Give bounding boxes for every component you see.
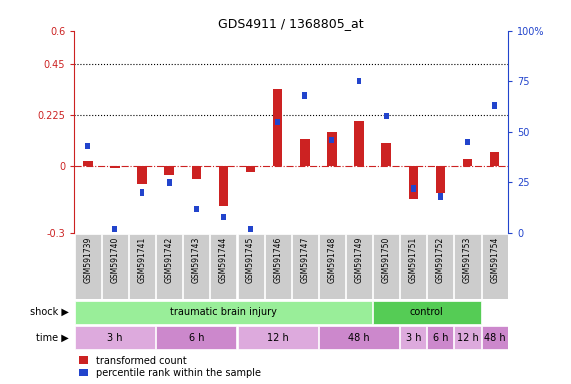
FancyBboxPatch shape	[238, 234, 264, 299]
Text: GSM591744: GSM591744	[219, 236, 228, 283]
Bar	[248, 226, 253, 232]
FancyBboxPatch shape	[238, 326, 318, 349]
FancyBboxPatch shape	[292, 234, 318, 299]
FancyBboxPatch shape	[319, 326, 399, 349]
Text: GSM591751: GSM591751	[409, 236, 418, 283]
Bar	[194, 205, 199, 212]
Bar	[463, 159, 472, 166]
Text: GSM591748: GSM591748	[327, 236, 336, 283]
Text: time ▶: time ▶	[36, 333, 69, 343]
Bar	[112, 226, 118, 232]
Bar	[191, 166, 201, 179]
Text: 6 h: 6 h	[433, 333, 448, 343]
Bar	[436, 166, 445, 192]
FancyBboxPatch shape	[400, 234, 427, 299]
Text: GSM591742: GSM591742	[164, 236, 174, 283]
Text: 3 h: 3 h	[107, 333, 123, 343]
Bar	[219, 166, 228, 206]
Title: GDS4911 / 1368805_at: GDS4911 / 1368805_at	[218, 17, 364, 30]
Text: GSM591739: GSM591739	[83, 236, 93, 283]
Text: traumatic brain injury: traumatic brain injury	[170, 307, 277, 317]
Bar	[167, 179, 172, 185]
Text: shock ▶: shock ▶	[30, 307, 69, 317]
Bar	[273, 89, 283, 166]
Bar	[411, 185, 416, 192]
FancyBboxPatch shape	[264, 234, 291, 299]
Bar	[110, 166, 120, 168]
FancyBboxPatch shape	[75, 234, 101, 299]
Text: GSM591746: GSM591746	[273, 236, 282, 283]
FancyBboxPatch shape	[102, 234, 128, 299]
FancyBboxPatch shape	[455, 326, 481, 349]
FancyBboxPatch shape	[319, 234, 345, 299]
FancyBboxPatch shape	[427, 234, 453, 299]
Text: GSM591740: GSM591740	[110, 236, 119, 283]
Bar	[490, 152, 500, 166]
Text: 6 h: 6 h	[188, 333, 204, 343]
Bar	[327, 132, 337, 166]
Bar	[408, 166, 418, 199]
Bar	[83, 161, 93, 166]
FancyBboxPatch shape	[373, 301, 481, 324]
FancyBboxPatch shape	[156, 326, 236, 349]
Text: GSM591741: GSM591741	[138, 236, 147, 283]
Bar	[438, 194, 443, 200]
Text: 12 h: 12 h	[267, 333, 288, 343]
Bar	[384, 113, 389, 119]
Text: GSM591753: GSM591753	[463, 236, 472, 283]
Bar	[221, 214, 226, 220]
Bar	[85, 143, 90, 149]
Bar	[275, 119, 280, 125]
Text: GSM591747: GSM591747	[300, 236, 309, 283]
Text: 3 h: 3 h	[405, 333, 421, 343]
FancyBboxPatch shape	[183, 234, 210, 299]
FancyBboxPatch shape	[400, 326, 427, 349]
FancyBboxPatch shape	[156, 234, 182, 299]
FancyBboxPatch shape	[129, 234, 155, 299]
FancyBboxPatch shape	[75, 301, 372, 324]
FancyBboxPatch shape	[455, 234, 481, 299]
FancyBboxPatch shape	[346, 234, 372, 299]
FancyBboxPatch shape	[427, 326, 453, 349]
Text: GSM591754: GSM591754	[490, 236, 499, 283]
Text: GSM591752: GSM591752	[436, 236, 445, 283]
Bar	[139, 189, 144, 196]
Bar	[164, 166, 174, 175]
FancyBboxPatch shape	[210, 234, 236, 299]
Legend: transformed count, percentile rank within the sample: transformed count, percentile rank withi…	[79, 356, 260, 378]
Text: 48 h: 48 h	[484, 333, 505, 343]
Text: GSM591749: GSM591749	[355, 236, 364, 283]
Text: GSM591750: GSM591750	[381, 236, 391, 283]
Bar	[246, 166, 255, 172]
Bar	[300, 139, 309, 166]
Bar	[302, 92, 307, 99]
FancyBboxPatch shape	[373, 234, 399, 299]
Text: GSM591743: GSM591743	[192, 236, 201, 283]
Bar	[137, 166, 147, 184]
FancyBboxPatch shape	[481, 326, 508, 349]
Bar	[356, 78, 361, 84]
Bar	[329, 137, 335, 143]
Text: 12 h: 12 h	[457, 333, 478, 343]
Text: 48 h: 48 h	[348, 333, 370, 343]
Text: control: control	[410, 307, 444, 317]
Bar	[492, 103, 497, 109]
FancyBboxPatch shape	[75, 326, 155, 349]
Bar	[465, 139, 470, 145]
Bar	[354, 121, 364, 166]
FancyBboxPatch shape	[481, 234, 508, 299]
Bar	[381, 143, 391, 166]
Text: GSM591745: GSM591745	[246, 236, 255, 283]
